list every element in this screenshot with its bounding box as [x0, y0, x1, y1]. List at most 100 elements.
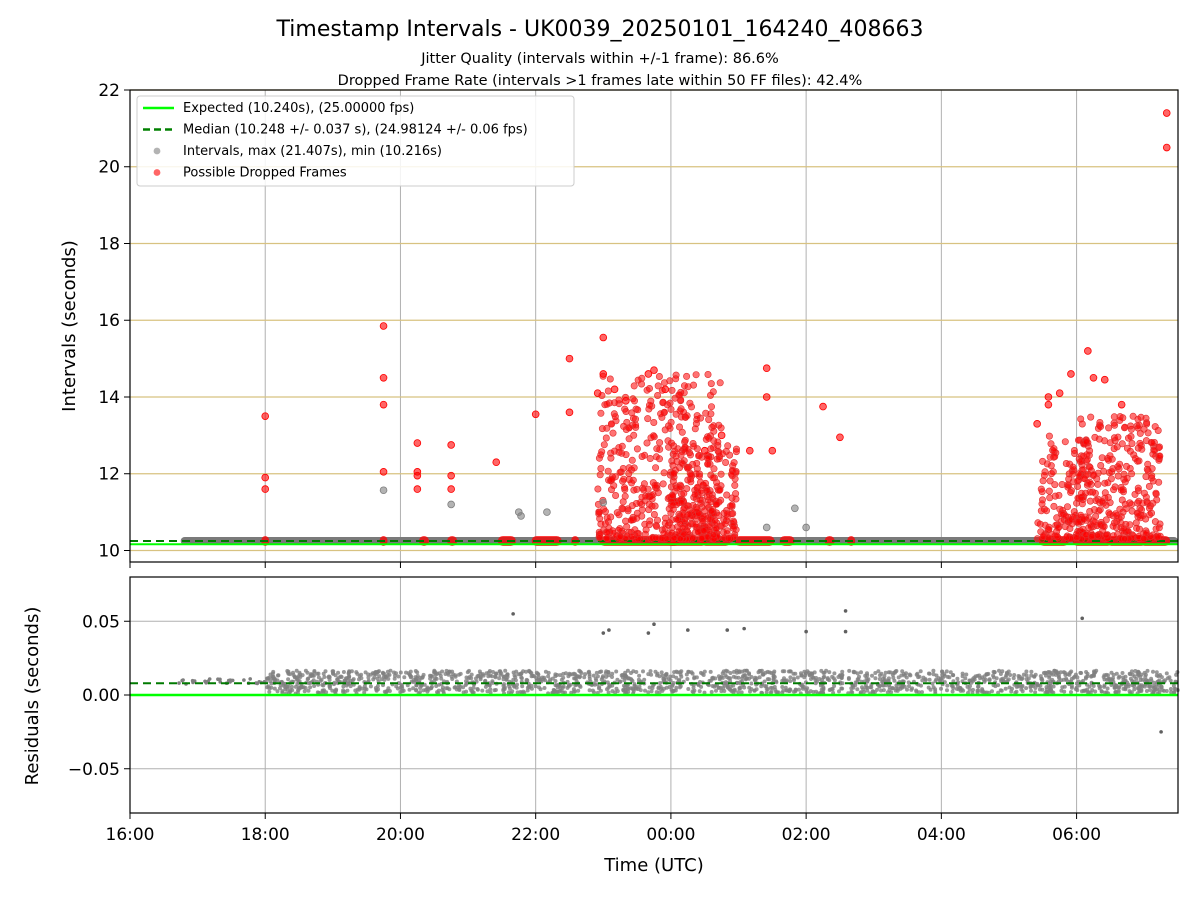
residual-point — [1052, 668, 1057, 673]
dropped-frame-point — [607, 420, 615, 428]
residual-point — [1029, 688, 1033, 693]
dropped-frame-point — [615, 444, 623, 452]
residual-point — [487, 669, 492, 673]
residual-point — [827, 670, 832, 675]
interval-point — [802, 523, 810, 532]
dropped-frame-point — [1086, 497, 1094, 505]
dropped-frame-point — [1153, 496, 1161, 504]
dropped-frame-point — [707, 380, 715, 388]
dropped-frame-point — [1084, 347, 1092, 355]
dropped-frame-point — [643, 439, 651, 447]
residual-point — [400, 689, 405, 694]
residual-point — [784, 678, 789, 683]
residual-point — [402, 675, 407, 680]
residual-point — [408, 669, 413, 674]
bottom-y-tick-label: −0.05 — [68, 760, 120, 780]
dropped-frame-point — [634, 406, 642, 414]
dropped-frame-point — [1079, 525, 1087, 533]
residual-point — [671, 688, 676, 693]
residual-point — [1011, 676, 1016, 681]
dropped-frame-point — [631, 526, 639, 534]
residual-point — [1126, 684, 1131, 689]
residual-point — [1114, 671, 1119, 676]
residual-point — [385, 673, 390, 678]
dropped-frame-point — [1093, 531, 1101, 539]
residual-point — [594, 678, 599, 683]
residual-point — [286, 677, 291, 682]
dropped-frame-point — [1063, 533, 1071, 541]
dropped-frame-point — [607, 454, 615, 462]
residual-point — [521, 689, 526, 694]
dropped-frame-point — [593, 389, 602, 397]
residual-point — [1049, 671, 1054, 676]
residual-point — [698, 680, 702, 684]
residual-point — [737, 686, 742, 690]
residual-point — [1111, 676, 1115, 681]
residual-point — [722, 689, 727, 693]
dropped-frame-point — [675, 484, 683, 492]
x-tick-label: 00:00 — [646, 825, 695, 845]
residual-point — [418, 686, 423, 690]
residual-point — [623, 670, 628, 675]
dropped-frame-point — [723, 527, 731, 535]
residual-point — [955, 676, 960, 681]
dropped-frame-point — [686, 451, 694, 459]
residual-point — [714, 688, 718, 693]
residual-point — [873, 676, 878, 681]
legend-label: Intervals, max (21.407s), min (10.216s) — [183, 144, 442, 159]
residual-point — [1098, 684, 1103, 689]
residual-point — [434, 676, 439, 681]
dropped-frame-point — [1136, 439, 1144, 447]
dropped-frame-point — [672, 375, 680, 383]
residual-point — [441, 689, 446, 694]
residual-point — [788, 669, 793, 674]
dropped-frame-point — [1061, 523, 1069, 531]
residual-point — [308, 685, 313, 690]
residual-point — [537, 685, 541, 690]
residual-point — [674, 669, 679, 674]
residual-point — [1069, 690, 1073, 695]
dropped-frame-point — [1145, 482, 1153, 490]
residual-point — [920, 678, 925, 683]
residual-point — [315, 671, 320, 676]
residual-point — [716, 674, 721, 679]
dropped-frame-point — [1106, 499, 1114, 507]
residual-point — [784, 688, 789, 693]
residual-point — [906, 680, 911, 685]
residual-point — [339, 675, 344, 679]
dropped-frame-point — [1045, 525, 1053, 533]
residual-point — [930, 681, 935, 686]
dropped-frame-point — [598, 448, 606, 456]
residual-point — [267, 675, 272, 680]
residual-point — [449, 674, 454, 679]
residual-point — [837, 689, 841, 694]
residual-point — [341, 670, 346, 674]
residual-point — [453, 674, 458, 679]
dropped-frame-point — [1118, 440, 1126, 448]
interval-point — [379, 486, 388, 495]
residual-point — [452, 685, 457, 690]
dropped-frame-point — [597, 409, 605, 417]
residual-point — [521, 669, 526, 674]
residual-point — [840, 669, 845, 674]
dropped-frame-point — [668, 529, 676, 537]
residual-point — [437, 682, 442, 687]
residual-point — [606, 670, 611, 675]
dropped-frame-point — [728, 501, 736, 509]
dropped-frame-point — [700, 446, 709, 455]
residual-outlier-point — [607, 628, 611, 632]
residual-point — [1065, 672, 1070, 677]
residual-point — [614, 686, 619, 691]
residual-outlier-point — [804, 629, 808, 634]
dropped-frame-point — [620, 484, 628, 492]
residual-point — [814, 689, 819, 694]
dropped-frame-point — [1081, 475, 1089, 483]
residual-point — [291, 670, 295, 675]
dropped-frame-point — [710, 531, 718, 539]
dropped-frame-point — [1105, 456, 1113, 464]
dropped-frame-point — [708, 507, 716, 515]
residual-point — [203, 679, 207, 684]
dropped-frame-point — [603, 534, 611, 542]
dropped-frame-point — [1044, 393, 1053, 401]
residual-point — [469, 676, 474, 681]
